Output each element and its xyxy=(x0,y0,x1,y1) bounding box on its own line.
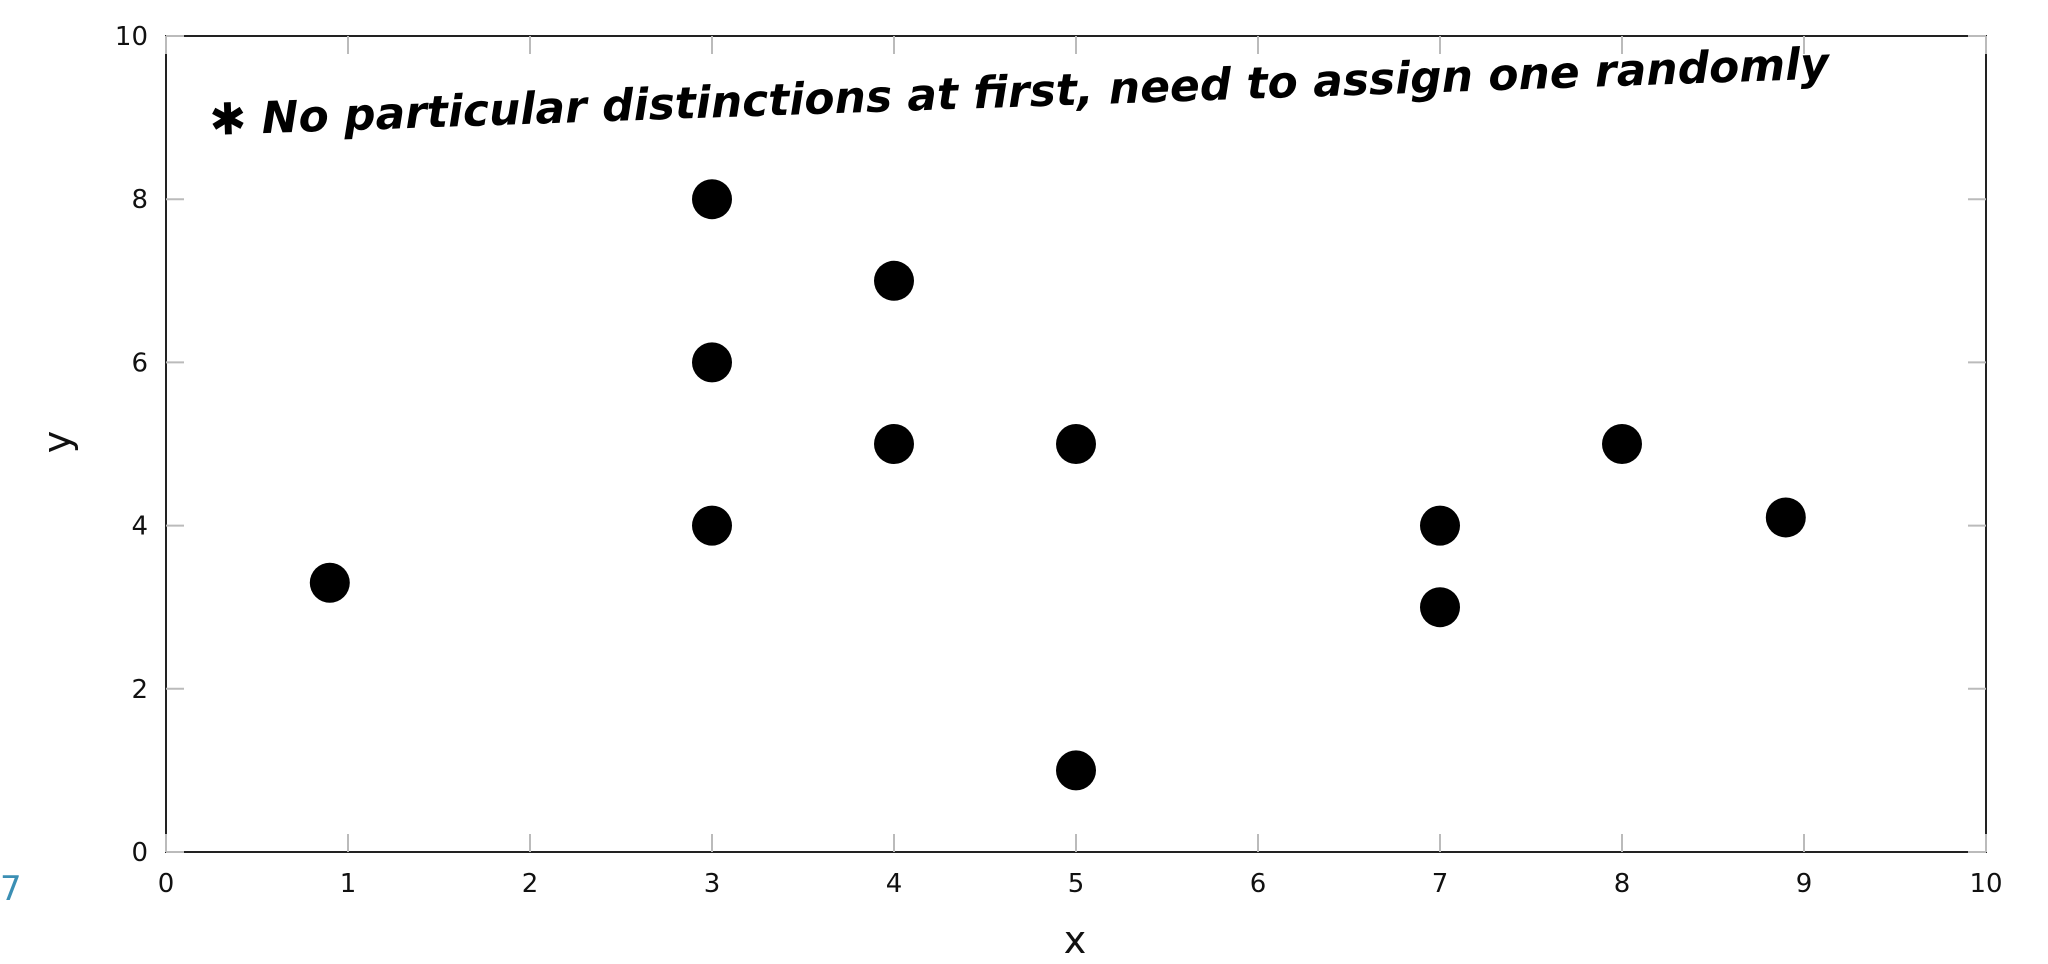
x-tick-label: 0 xyxy=(158,869,175,899)
x-tick-label: 1 xyxy=(340,869,357,899)
data-point xyxy=(1420,506,1460,546)
handwritten-annotation: ✱ No particular distinctions at first, n… xyxy=(209,38,1832,146)
y-tick-label: 0 xyxy=(131,838,148,868)
x-tick-label: 8 xyxy=(1614,869,1631,899)
data-point xyxy=(692,179,732,219)
y-tick-label: 10 xyxy=(115,22,148,52)
data-point xyxy=(692,506,732,546)
data-point xyxy=(310,563,350,603)
x-tick-label: 10 xyxy=(1969,869,2002,899)
data-point xyxy=(874,261,914,301)
page-number: 7 xyxy=(0,869,22,909)
data-point xyxy=(1056,424,1096,464)
x-tick-label: 7 xyxy=(1432,869,1449,899)
data-point xyxy=(1602,424,1642,464)
x-tick-label: 4 xyxy=(886,869,903,899)
x-tick-label: 3 xyxy=(704,869,721,899)
y-tick-label: 2 xyxy=(131,675,148,705)
x-tick-label: 5 xyxy=(1068,869,1085,899)
y-tick-label: 4 xyxy=(131,512,148,542)
y-axis-title: y xyxy=(35,431,79,454)
data-points xyxy=(310,179,1806,790)
y-tick-label: 6 xyxy=(131,348,148,378)
data-point xyxy=(1766,497,1806,537)
x-tick-label: 6 xyxy=(1250,869,1267,899)
x-tick-label: 2 xyxy=(522,869,539,899)
data-point xyxy=(874,424,914,464)
y-tick-label: 8 xyxy=(131,185,148,215)
y-axis: 0 2 4 6 8 10 xyxy=(115,22,1986,868)
data-point xyxy=(1056,750,1096,790)
x-axis-title: x xyxy=(1064,918,1087,962)
x-tick-label: 9 xyxy=(1796,869,1813,899)
data-point xyxy=(692,342,732,382)
data-point xyxy=(1420,587,1460,627)
